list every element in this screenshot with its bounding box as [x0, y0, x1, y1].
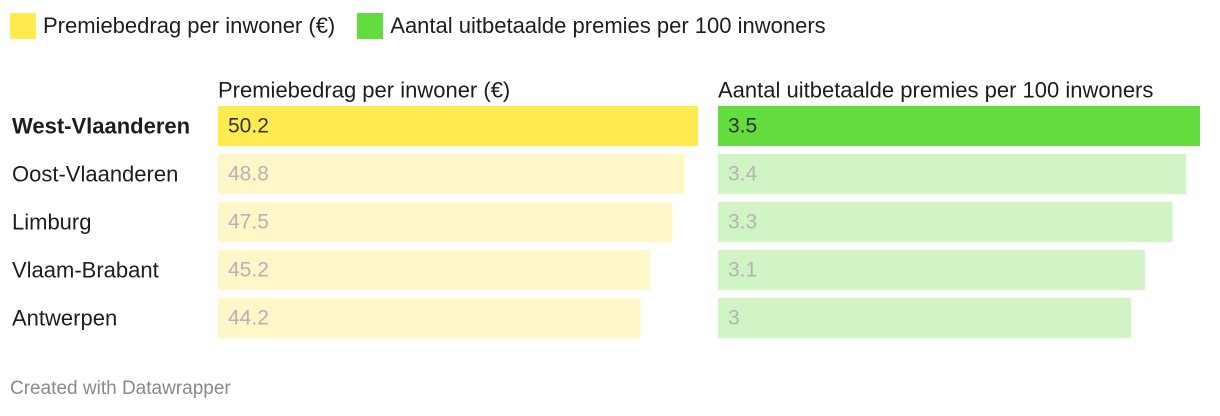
- bar-vlaam-brabant-series-2: [718, 250, 1145, 290]
- legend-label-aantal-premies: Aantal uitbetaalde premies per 100 inwon…: [390, 13, 826, 38]
- bar-value-limburg-series-2: 3.3: [728, 211, 757, 234]
- bar-vlaam-brabant-series-1: [218, 250, 651, 290]
- bar-chart: West-Vlaanderen Oost-Vlaanderen Limburg Vla…: [12, 78, 1200, 338]
- legend-swatch-aantal-premies: [357, 13, 384, 39]
- bar-value-antwerpen-series-2: 3: [728, 307, 740, 330]
- row-label-west-vlaanderen: West-Vlaanderen: [12, 114, 190, 139]
- bar-value-vlaam-brabant-series-1: 45.2: [228, 259, 269, 282]
- legend-item-premiebedrag: Premiebedrag per inwoner (€): [10, 13, 335, 39]
- row-label-oost-vlaanderen: Oost-Vlaanderen: [12, 162, 178, 187]
- bar-value-limburg-series-1: 47.5: [228, 211, 269, 234]
- footer-credit: Created with Datawrapper: [10, 378, 231, 399]
- bar-antwerpen-series-1: [218, 298, 641, 338]
- bar-value-west-vlaanderen-series-2: 3.5: [728, 115, 757, 138]
- legend-label-premiebedrag: Premiebedrag per inwoner (€): [43, 13, 336, 38]
- legend-item-aantal-premies: Aantal uitbetaalde premies per 100 inwon…: [357, 13, 826, 39]
- chart-legend: Premiebedrag per inwoner (€) Aantal uitb…: [10, 10, 826, 42]
- row-label-limburg: Limburg: [12, 210, 91, 235]
- bar-west-vlaanderen-series-2: [718, 106, 1200, 146]
- bar-limburg-series-1: [218, 202, 673, 242]
- bar-west-vlaanderen-series-1: [218, 106, 698, 146]
- column-header-aantal-premies: Aantal uitbetaalde premies per 100 inwon…: [718, 78, 1153, 103]
- row-label-antwerpen: Antwerpen: [12, 306, 117, 331]
- bar-limburg-series-2: [718, 202, 1173, 242]
- bar-oost-vlaanderen-series-2: [718, 154, 1187, 194]
- bar-antwerpen-series-2: [718, 298, 1132, 338]
- column-header-premiebedrag: Premiebedrag per inwoner (€): [218, 78, 510, 103]
- bar-value-oost-vlaanderen-series-2: 3.4: [728, 163, 758, 186]
- bar-oost-vlaanderen-series-1: [218, 154, 685, 194]
- legend-swatch-premiebedrag: [10, 13, 36, 39]
- bar-value-west-vlaanderen-series-1: 50.2: [228, 115, 269, 138]
- bar-value-antwerpen-series-1: 44.2: [228, 307, 269, 330]
- bar-value-oost-vlaanderen-series-1: 48.8: [228, 163, 269, 186]
- bar-value-vlaam-brabant-series-2: 3.1: [728, 259, 757, 282]
- row-label-vlaam-brabant: Vlaam-Brabant: [12, 258, 159, 283]
